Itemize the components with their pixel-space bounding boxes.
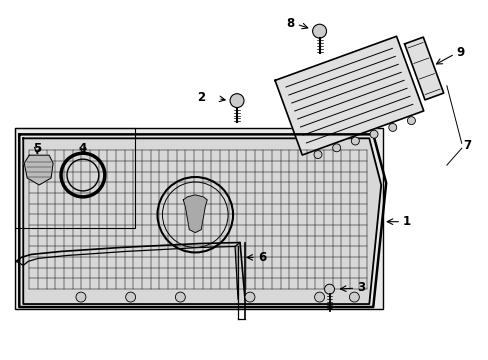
Text: 3: 3 xyxy=(357,281,365,294)
Circle shape xyxy=(369,130,377,138)
FancyBboxPatch shape xyxy=(15,129,383,309)
Polygon shape xyxy=(183,195,207,233)
Circle shape xyxy=(313,150,321,158)
Circle shape xyxy=(332,144,340,152)
Circle shape xyxy=(324,284,334,294)
Circle shape xyxy=(314,292,324,302)
Circle shape xyxy=(175,292,185,302)
Text: 5: 5 xyxy=(33,142,41,155)
Circle shape xyxy=(407,117,414,125)
Circle shape xyxy=(244,292,254,302)
Text: 9: 9 xyxy=(456,46,464,59)
Circle shape xyxy=(76,292,86,302)
Text: 8: 8 xyxy=(286,17,294,30)
Text: 1: 1 xyxy=(402,215,410,228)
Polygon shape xyxy=(23,138,381,304)
Circle shape xyxy=(388,123,396,131)
Circle shape xyxy=(312,24,326,38)
Polygon shape xyxy=(24,155,53,185)
Bar xyxy=(15,129,134,228)
Circle shape xyxy=(349,292,359,302)
Text: 2: 2 xyxy=(197,91,205,104)
Polygon shape xyxy=(275,36,423,155)
Text: 4: 4 xyxy=(79,142,87,155)
Circle shape xyxy=(230,94,244,108)
Text: 7: 7 xyxy=(463,139,471,152)
Circle shape xyxy=(351,137,359,145)
Circle shape xyxy=(125,292,135,302)
Text: 6: 6 xyxy=(257,251,265,264)
Polygon shape xyxy=(404,37,443,100)
